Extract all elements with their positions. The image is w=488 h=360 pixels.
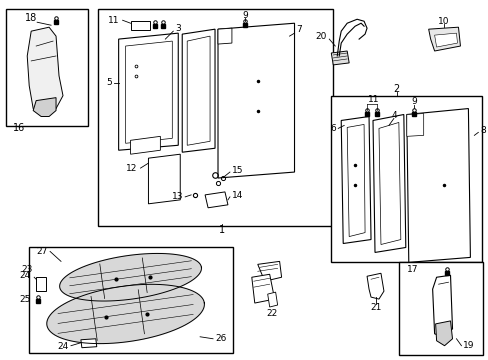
Text: 24: 24 <box>19 271 30 280</box>
Polygon shape <box>33 98 56 117</box>
Text: 21: 21 <box>369 302 381 311</box>
Bar <box>36 277 46 291</box>
Text: 9: 9 <box>242 11 247 20</box>
Text: 8: 8 <box>479 126 485 135</box>
Text: 11: 11 <box>108 16 120 25</box>
Text: 22: 22 <box>265 310 277 319</box>
Polygon shape <box>330 51 348 65</box>
Bar <box>98 9 333 226</box>
Polygon shape <box>218 23 294 178</box>
Text: 6: 6 <box>330 124 336 133</box>
Text: 13: 13 <box>171 192 183 201</box>
Text: 27: 27 <box>37 247 48 256</box>
Text: 14: 14 <box>231 192 243 201</box>
Bar <box>29 247 232 353</box>
Polygon shape <box>27 27 63 116</box>
Bar <box>398 262 482 355</box>
Bar <box>330 96 481 262</box>
Polygon shape <box>130 136 160 154</box>
Bar <box>130 21 150 30</box>
Text: 23: 23 <box>22 265 33 274</box>
Polygon shape <box>435 321 451 346</box>
Text: 20: 20 <box>314 32 325 41</box>
Polygon shape <box>257 261 281 281</box>
Bar <box>6 9 88 126</box>
Text: 15: 15 <box>231 166 243 175</box>
Polygon shape <box>251 274 274 303</box>
Polygon shape <box>366 273 383 299</box>
Text: 24: 24 <box>58 342 69 351</box>
Polygon shape <box>119 33 178 150</box>
Text: 3: 3 <box>175 24 181 33</box>
Polygon shape <box>346 125 365 237</box>
Polygon shape <box>60 253 201 301</box>
Polygon shape <box>428 27 460 51</box>
Text: 9: 9 <box>410 97 416 106</box>
Polygon shape <box>267 292 277 307</box>
Polygon shape <box>125 41 172 143</box>
Polygon shape <box>341 117 370 243</box>
Text: 16: 16 <box>13 123 25 134</box>
Polygon shape <box>204 192 227 208</box>
Text: 11: 11 <box>367 95 379 104</box>
Text: 26: 26 <box>215 334 226 343</box>
Text: 7: 7 <box>296 25 302 34</box>
Polygon shape <box>434 33 457 47</box>
Polygon shape <box>182 29 215 152</box>
Text: 12: 12 <box>126 163 137 172</box>
Text: 25: 25 <box>20 294 31 303</box>
Polygon shape <box>406 113 423 136</box>
Polygon shape <box>47 284 204 343</box>
Polygon shape <box>406 109 469 262</box>
Text: 2: 2 <box>393 84 399 94</box>
Text: 4: 4 <box>390 111 396 120</box>
Text: 10: 10 <box>437 17 448 26</box>
Text: 19: 19 <box>463 341 474 350</box>
Text: 1: 1 <box>219 225 224 235</box>
Text: 5: 5 <box>106 78 111 87</box>
Polygon shape <box>187 36 210 145</box>
Polygon shape <box>81 339 97 348</box>
Text: 17: 17 <box>406 265 417 274</box>
Polygon shape <box>378 122 400 244</box>
Polygon shape <box>218 28 231 44</box>
Polygon shape <box>432 275 451 337</box>
Polygon shape <box>372 114 405 252</box>
Text: 18: 18 <box>25 13 37 23</box>
Polygon shape <box>148 154 180 204</box>
